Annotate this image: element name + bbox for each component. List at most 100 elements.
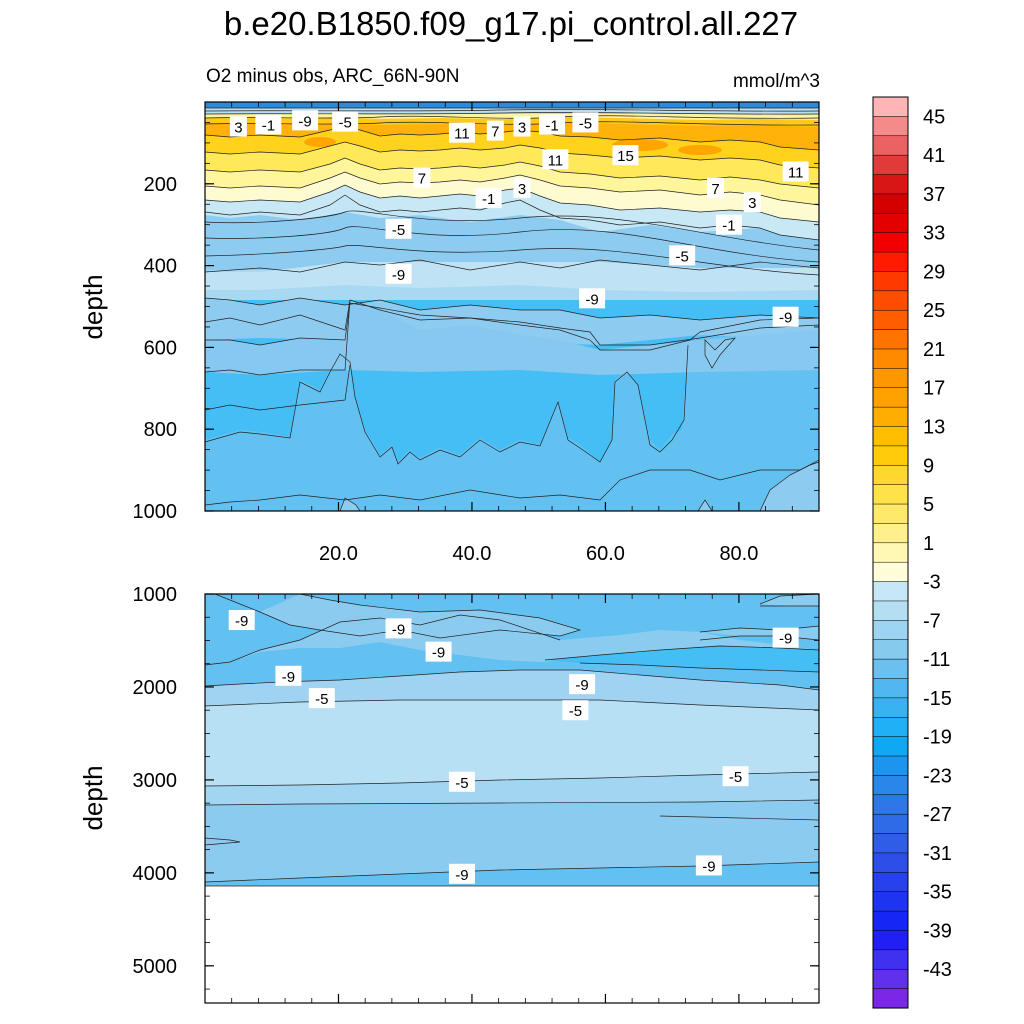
colorbar-swatch xyxy=(872,135,909,156)
contour-label-box xyxy=(612,145,639,166)
colorbar-label: -31 xyxy=(923,843,952,865)
contour-label: -9 xyxy=(575,677,588,694)
x-tick-label: 40.0 xyxy=(452,543,491,565)
contour-label: -5 xyxy=(338,115,351,132)
contour-label-box xyxy=(292,110,319,131)
colorbar-swatch xyxy=(872,116,909,137)
colorbar-swatch xyxy=(872,891,909,912)
lower-y-axis: 1000 2000 3000 4000 5000 xyxy=(133,584,819,990)
colorbar-label: -27 xyxy=(923,804,952,826)
contour-label: 15 xyxy=(617,148,634,165)
colorbar-swatch xyxy=(872,658,909,680)
contour-label: -5 xyxy=(729,769,742,786)
contour-label: -1 xyxy=(482,191,495,208)
upper-y-axis-label: depth xyxy=(78,274,108,339)
contour-label-box xyxy=(425,641,452,662)
colorbar-swatch xyxy=(872,251,909,272)
colorbar-swatch xyxy=(872,329,909,350)
colorbar-swatch xyxy=(872,852,909,873)
colorbar-swatch xyxy=(872,406,909,428)
lower-contour-lines xyxy=(205,594,819,887)
colorbar-label: 17 xyxy=(923,378,945,400)
contour-label-box xyxy=(722,766,749,787)
upper-contour-labels: 3 -1 -9 -5 11 7 3 -1 -5 11 15 11 7 3 -1 7 3 -1 -5 -5 -9 -9 -9 xyxy=(229,110,809,327)
contour-label-box xyxy=(486,120,504,141)
contour-label: -9 xyxy=(585,291,598,308)
contour-label-box xyxy=(228,610,255,631)
contour-label: -9 xyxy=(392,267,405,284)
contour-label: -9 xyxy=(235,613,248,630)
contour-label: 7 xyxy=(711,181,719,198)
contour-label-box xyxy=(782,161,809,182)
colorbar-swatch xyxy=(872,775,909,796)
contour-label-box xyxy=(542,149,569,170)
colorbar-swatch xyxy=(872,833,909,854)
colorbar-swatch xyxy=(872,232,909,253)
lower-contour-fill xyxy=(205,594,819,1003)
y-tick-label: 4000 xyxy=(133,863,178,885)
colorbar-swatch xyxy=(872,930,909,951)
contour-label-box xyxy=(695,855,722,876)
colorbar-swatch xyxy=(872,813,909,835)
colorbar-swatch xyxy=(872,561,909,583)
lower-x-ticks xyxy=(231,594,820,1003)
y-tick-label: 5000 xyxy=(133,956,178,978)
contour-label-box xyxy=(513,116,531,137)
colorbar-swatch xyxy=(872,910,909,932)
colorbar-label: 1 xyxy=(923,533,934,555)
colorbar-label: -11 xyxy=(923,649,950,671)
lower-y-axis-label: depth xyxy=(78,765,108,830)
contour-label-box xyxy=(569,674,596,695)
colorbar-label: -39 xyxy=(923,920,952,942)
contour-label: -5 xyxy=(676,248,689,265)
contour-label-box xyxy=(707,177,725,198)
colorbar-label: -7 xyxy=(923,610,941,632)
contour-label-box xyxy=(772,306,799,327)
contour-label: -5 xyxy=(315,691,328,708)
colorbar-swatch xyxy=(872,968,909,990)
contour-label-box xyxy=(572,112,599,133)
colorbar-swatch xyxy=(872,290,909,311)
x-tick-label: 60.0 xyxy=(586,543,625,565)
upper-y-axis: 200 400 600 800 1000 xyxy=(133,101,819,523)
colorbar-swatch xyxy=(872,309,909,331)
contour-label-box xyxy=(275,665,302,686)
y-tick-label: 800 xyxy=(144,419,177,441)
contour-label: 7 xyxy=(491,124,499,141)
colorbar-swatch xyxy=(872,465,909,486)
colorbar-label: -3 xyxy=(923,572,941,594)
colorbar-label: -19 xyxy=(923,727,952,749)
y-tick-label: 200 xyxy=(144,174,177,196)
colorbar-label: 21 xyxy=(923,339,945,361)
contour-label-box xyxy=(579,288,606,309)
contour-label: 11 xyxy=(454,126,470,143)
colorbar-swatch xyxy=(872,542,909,563)
units-label: mmol/m^3 xyxy=(733,71,820,92)
contour-label: -5 xyxy=(392,222,405,239)
colorbar-swatch xyxy=(872,697,909,718)
upper-x-axis: 20.0 40.0 60.0 80.0 xyxy=(231,102,820,565)
colorbar-swatch xyxy=(872,717,909,738)
colorbar-swatch xyxy=(872,736,909,757)
upper-panel: 200 400 600 800 1000 20.0 40.0 60.0 80.0 3 -1 -9 -… xyxy=(78,101,820,565)
contour-label: 3 xyxy=(748,195,756,212)
contour-label-box xyxy=(332,111,359,132)
contour-label: -9 xyxy=(432,645,445,662)
chart-title: b.e20.B1850.f09_g17.pi_control.all.227 xyxy=(224,5,798,42)
x-tick-label: 80.0 xyxy=(719,543,758,565)
contour-label-box xyxy=(229,116,247,137)
chart-subtitle: O2 minus obs, ARC_66N-90N xyxy=(206,66,459,87)
contour-label-box xyxy=(475,188,502,209)
colorbar-swatch xyxy=(872,193,909,214)
contour-label: 3 xyxy=(518,120,526,137)
x-tick-label: 20.0 xyxy=(319,543,358,565)
contour-label: -1 xyxy=(545,117,558,134)
colorbar-swatch xyxy=(872,348,909,369)
colorbar-swatch xyxy=(872,271,909,292)
y-tick-label: 2000 xyxy=(133,677,178,699)
contour-label-box xyxy=(715,214,742,235)
y-tick-label: 1000 xyxy=(133,501,178,523)
colorbar-swatch xyxy=(872,949,909,970)
